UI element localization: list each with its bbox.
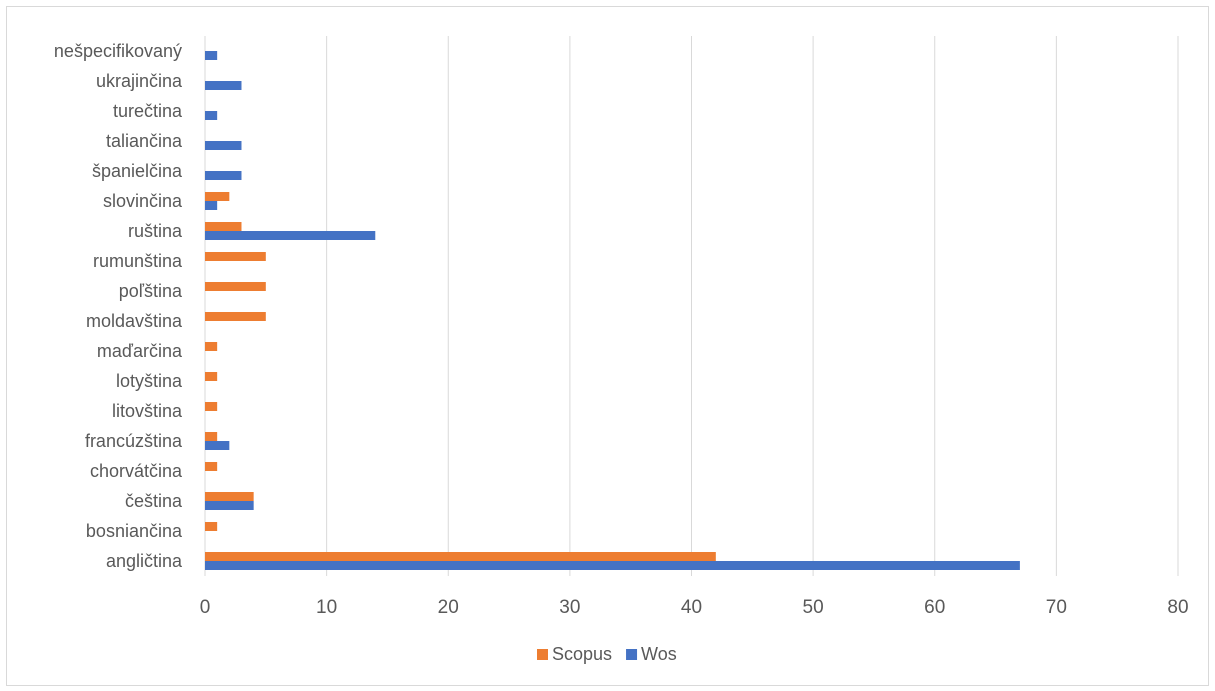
gridlines <box>204 36 1179 576</box>
bar-wos-0 <box>205 561 1020 570</box>
x-tick-label: 0 <box>200 597 211 618</box>
bar-scopus-11 <box>205 222 242 231</box>
bar-scopus-1 <box>205 522 218 531</box>
bar-scopus-7 <box>205 342 218 351</box>
category-label: maďarčina <box>97 341 183 361</box>
category-label: poľština <box>119 281 183 301</box>
category-label: slovinčina <box>103 191 183 211</box>
category-label: angličtina <box>106 551 183 571</box>
bar-scopus-5 <box>205 402 218 411</box>
category-label: rumunština <box>93 251 183 271</box>
category-label: turečtina <box>113 101 183 121</box>
category-label: litovština <box>112 401 183 421</box>
x-tick-label: 40 <box>681 597 702 618</box>
bar-scopus-0 <box>205 552 716 561</box>
bar-wos-13 <box>205 171 242 180</box>
x-tick-label: 60 <box>924 597 945 618</box>
x-tick-label: 50 <box>803 597 824 618</box>
bar-scopus-9 <box>205 282 266 291</box>
bar-scopus-10 <box>205 252 266 261</box>
bar-scopus-4 <box>205 432 218 441</box>
bar-wos-17 <box>205 51 218 60</box>
legend-swatch-wos <box>626 649 638 660</box>
category-label: bosniančina <box>86 521 183 541</box>
category-label: ukrajinčina <box>96 71 183 91</box>
legend-label-scopus: Scopus <box>552 644 612 664</box>
category-label: moldavština <box>86 311 183 331</box>
y-axis-categories: angličtina bosniančina čeština chorvátčina f… <box>54 41 183 571</box>
bar-scopus-12 <box>205 192 230 201</box>
category-label: čeština <box>125 491 183 511</box>
x-tick-label: 80 <box>1167 597 1188 618</box>
category-label: nešpecifikovaný <box>54 41 182 61</box>
bar-wos-4 <box>205 441 230 450</box>
x-tick-label: 30 <box>559 597 580 618</box>
bar-wos-15 <box>205 111 218 120</box>
bar-scopus-6 <box>205 372 218 381</box>
bar-wos-2 <box>205 501 254 510</box>
bar-scopus-8 <box>205 312 266 321</box>
category-label: lotyština <box>116 371 183 391</box>
category-label: chorvátčina <box>90 461 183 481</box>
bar-wos-11 <box>205 231 376 240</box>
bar-scopus-3 <box>205 462 218 471</box>
bar-scopus-2 <box>205 492 254 501</box>
legend-label-wos: Wos <box>641 644 677 664</box>
x-tick-label: 10 <box>316 597 337 618</box>
category-label: francúzština <box>85 431 183 451</box>
x-axis-ticks: 0 10 20 30 40 50 60 70 80 <box>200 597 1189 618</box>
bar-wos-14 <box>205 141 242 150</box>
bar-wos-16 <box>205 81 242 90</box>
bar-series <box>205 51 1020 570</box>
x-tick-label: 70 <box>1046 597 1067 618</box>
category-label: španielčina <box>92 161 183 181</box>
category-label: ruština <box>128 221 183 241</box>
bar-wos-12 <box>205 201 218 210</box>
legend: Scopus Wos <box>537 644 677 664</box>
legend-swatch-scopus <box>537 649 548 660</box>
x-tick-label: 20 <box>438 597 459 618</box>
category-label: taliančina <box>106 131 183 151</box>
